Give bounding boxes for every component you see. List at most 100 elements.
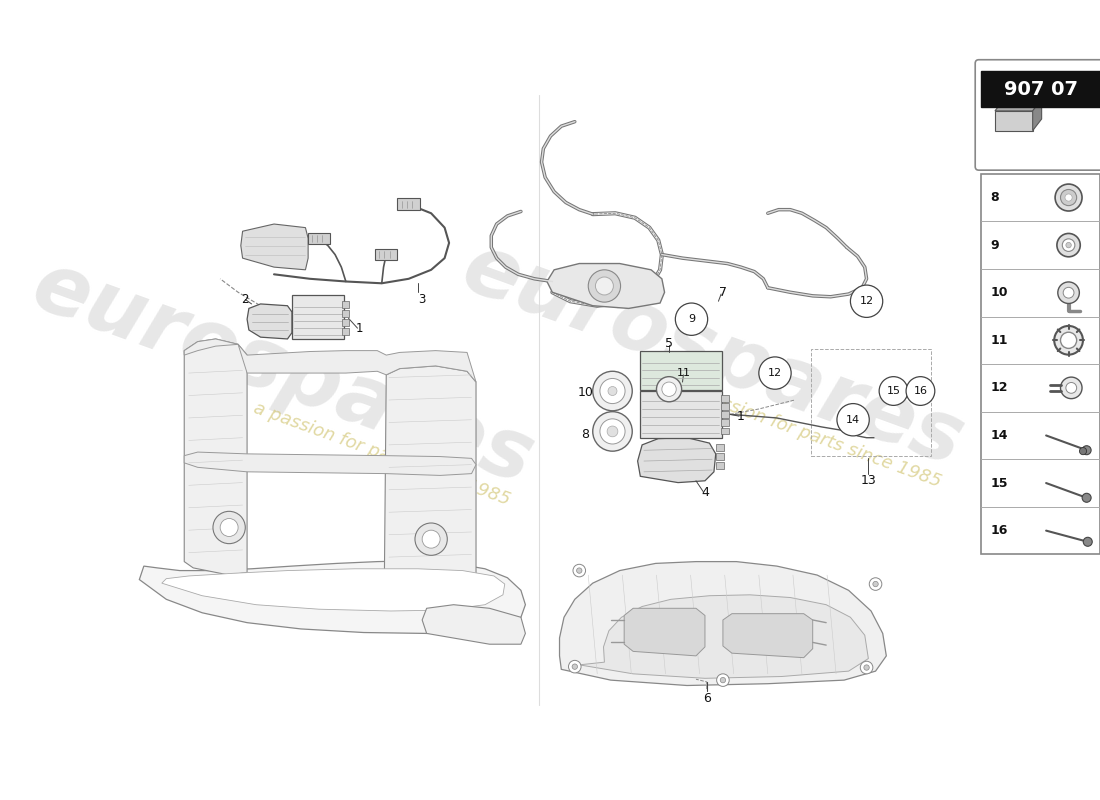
Circle shape xyxy=(593,371,632,410)
Circle shape xyxy=(1060,377,1082,398)
FancyBboxPatch shape xyxy=(640,390,722,438)
FancyBboxPatch shape xyxy=(716,462,724,470)
Circle shape xyxy=(1082,446,1091,454)
Polygon shape xyxy=(248,304,292,339)
Circle shape xyxy=(662,382,676,397)
FancyBboxPatch shape xyxy=(976,60,1100,170)
Text: eurospares: eurospares xyxy=(452,227,976,483)
Circle shape xyxy=(573,564,585,577)
FancyBboxPatch shape xyxy=(720,427,729,434)
Text: 12: 12 xyxy=(859,296,873,306)
FancyBboxPatch shape xyxy=(720,403,729,410)
Text: 10: 10 xyxy=(990,286,1008,299)
Circle shape xyxy=(873,582,878,586)
Circle shape xyxy=(1079,447,1087,454)
Circle shape xyxy=(720,678,726,683)
Circle shape xyxy=(879,377,908,406)
FancyBboxPatch shape xyxy=(342,319,349,326)
Text: a passion for parts since 1985: a passion for parts since 1985 xyxy=(682,381,944,491)
Text: 3: 3 xyxy=(418,293,426,306)
FancyBboxPatch shape xyxy=(720,411,729,418)
Circle shape xyxy=(1055,184,1082,211)
Circle shape xyxy=(716,674,729,686)
Text: 9: 9 xyxy=(688,314,695,324)
FancyBboxPatch shape xyxy=(716,444,724,451)
Text: 7: 7 xyxy=(719,286,727,298)
Circle shape xyxy=(759,357,791,390)
FancyBboxPatch shape xyxy=(640,351,722,390)
Text: 1: 1 xyxy=(737,410,745,422)
FancyBboxPatch shape xyxy=(308,233,330,244)
Polygon shape xyxy=(723,614,813,658)
Text: 5: 5 xyxy=(666,337,673,350)
Text: 10: 10 xyxy=(578,386,594,399)
FancyBboxPatch shape xyxy=(980,71,1100,107)
Polygon shape xyxy=(162,569,505,611)
Circle shape xyxy=(572,664,578,670)
Text: 8: 8 xyxy=(990,191,999,204)
Text: 1: 1 xyxy=(355,322,363,334)
Text: 11: 11 xyxy=(678,368,691,378)
Polygon shape xyxy=(241,224,308,270)
Circle shape xyxy=(657,377,682,402)
Circle shape xyxy=(569,660,581,673)
Circle shape xyxy=(576,568,582,574)
Text: 907 07: 907 07 xyxy=(1003,80,1078,99)
Text: a passion for parts since 1985: a passion for parts since 1985 xyxy=(251,399,513,509)
Text: 15: 15 xyxy=(990,477,1008,490)
Text: 16: 16 xyxy=(990,524,1008,537)
Text: 11: 11 xyxy=(990,334,1008,346)
FancyBboxPatch shape xyxy=(720,419,729,426)
Circle shape xyxy=(595,277,614,295)
Polygon shape xyxy=(1033,99,1042,130)
Circle shape xyxy=(1084,538,1092,546)
Text: 16: 16 xyxy=(913,386,927,396)
Circle shape xyxy=(607,426,618,437)
Text: 2: 2 xyxy=(242,293,249,306)
FancyBboxPatch shape xyxy=(716,453,724,461)
Circle shape xyxy=(593,412,632,451)
Circle shape xyxy=(1057,234,1080,257)
Polygon shape xyxy=(547,263,664,309)
FancyBboxPatch shape xyxy=(397,198,420,210)
Polygon shape xyxy=(184,339,476,382)
FancyBboxPatch shape xyxy=(292,295,344,339)
Circle shape xyxy=(1066,382,1077,394)
Polygon shape xyxy=(422,605,526,644)
Polygon shape xyxy=(638,438,716,482)
FancyBboxPatch shape xyxy=(342,301,349,308)
Circle shape xyxy=(860,662,873,674)
Polygon shape xyxy=(580,595,868,678)
Polygon shape xyxy=(560,562,887,686)
Circle shape xyxy=(1054,326,1082,354)
Circle shape xyxy=(1064,287,1074,298)
Circle shape xyxy=(213,511,245,544)
Circle shape xyxy=(906,377,935,406)
Polygon shape xyxy=(184,339,248,575)
Text: 8: 8 xyxy=(582,428,590,441)
Circle shape xyxy=(1065,194,1072,201)
Circle shape xyxy=(415,523,448,555)
Circle shape xyxy=(869,578,882,590)
Circle shape xyxy=(1066,242,1071,248)
FancyBboxPatch shape xyxy=(342,328,349,334)
Circle shape xyxy=(600,378,625,403)
Polygon shape xyxy=(996,99,1042,111)
Circle shape xyxy=(1082,494,1091,502)
Text: 15: 15 xyxy=(887,386,901,396)
Circle shape xyxy=(837,403,869,436)
Polygon shape xyxy=(624,608,705,656)
Text: 6: 6 xyxy=(703,691,711,705)
Circle shape xyxy=(1058,282,1079,303)
FancyBboxPatch shape xyxy=(375,249,397,260)
Text: 13: 13 xyxy=(860,474,877,487)
Circle shape xyxy=(864,665,869,670)
Circle shape xyxy=(1060,332,1077,348)
Text: eurospares: eurospares xyxy=(22,245,544,502)
Circle shape xyxy=(850,285,882,318)
Text: 12: 12 xyxy=(990,382,1008,394)
Circle shape xyxy=(220,518,238,537)
FancyBboxPatch shape xyxy=(342,310,349,317)
Text: 14: 14 xyxy=(990,429,1008,442)
Circle shape xyxy=(1063,239,1075,251)
